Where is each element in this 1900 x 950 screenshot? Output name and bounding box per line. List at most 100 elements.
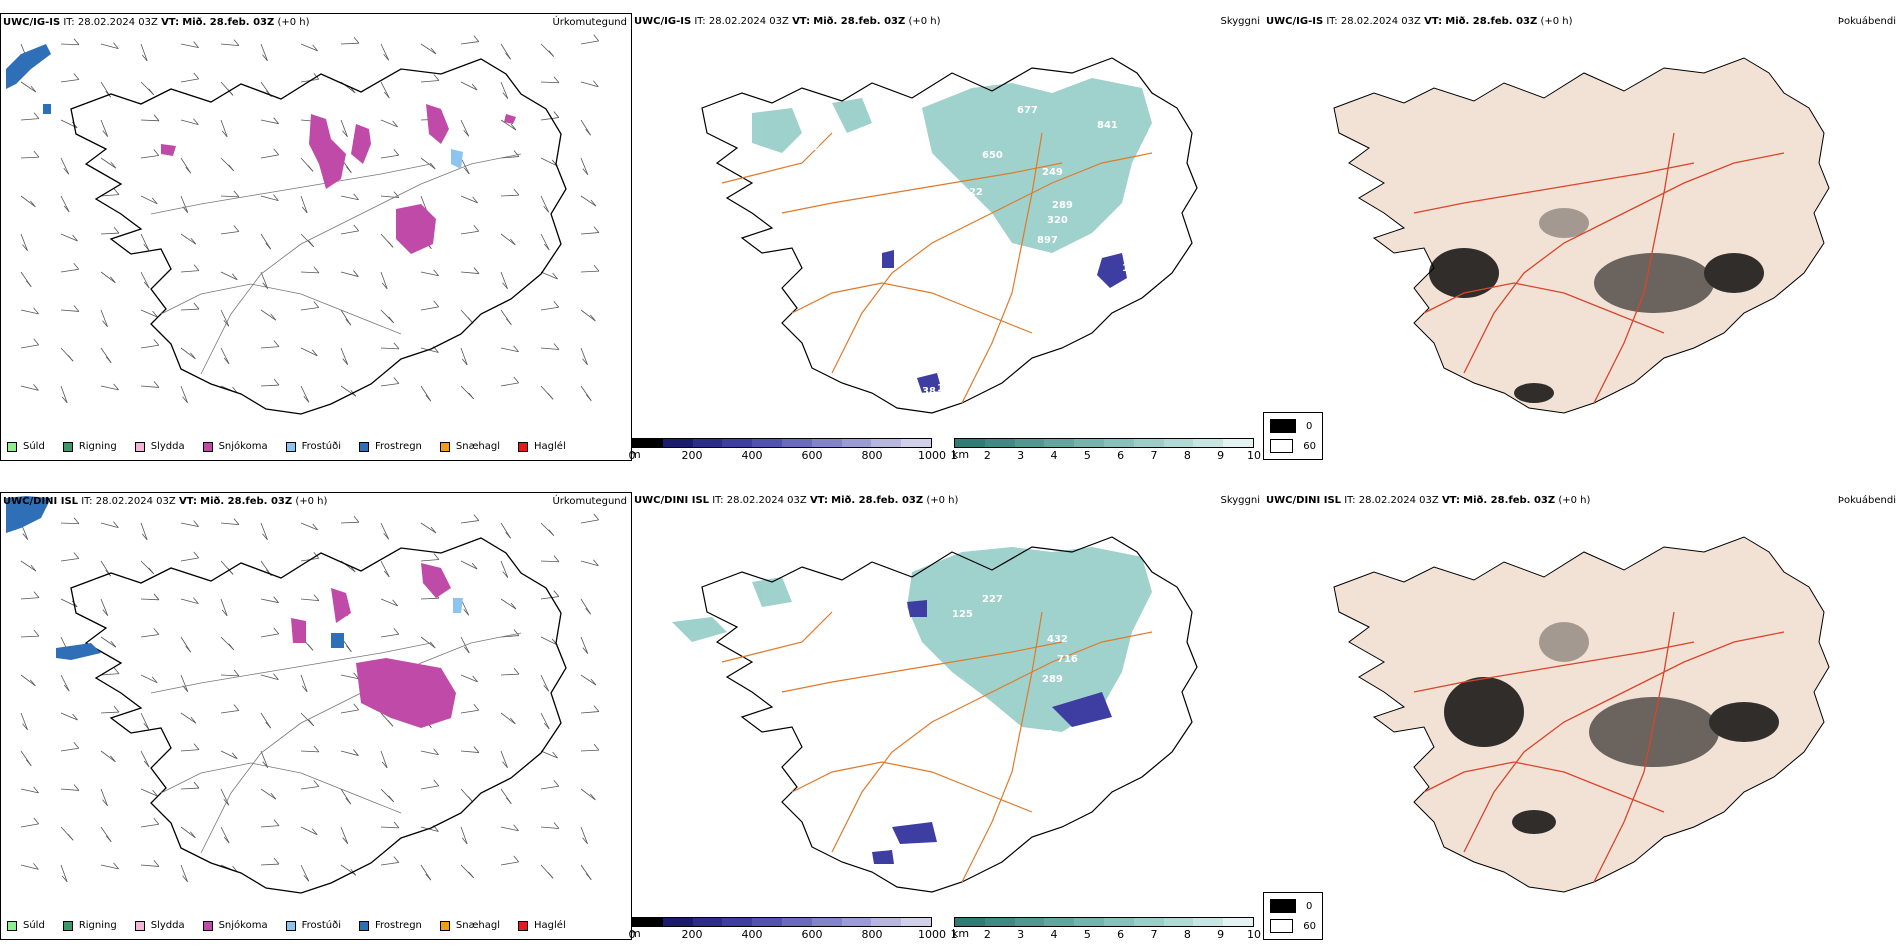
colorbar-tick: 6 xyxy=(1117,449,1125,462)
wind-barb-flag xyxy=(513,345,519,353)
wind-barb-flag xyxy=(102,799,108,807)
iceland-coastline xyxy=(701,536,1198,893)
wind-barb xyxy=(380,522,390,540)
wind-barb xyxy=(220,231,239,235)
wind-barb-flag xyxy=(262,54,268,62)
wind-barb xyxy=(60,233,78,242)
colorbar-step xyxy=(781,918,812,926)
model-name: UWC/DINI ISL xyxy=(3,496,79,507)
visibility-label: 170 xyxy=(1122,263,1143,274)
wind-barb xyxy=(500,347,519,353)
wind-barb-flag xyxy=(553,111,560,118)
legend-label: Slydda xyxy=(150,441,185,452)
visibility-label: 249 xyxy=(1042,167,1063,178)
legend-label: Frostúði xyxy=(301,920,341,931)
wind-barb-flag xyxy=(233,704,240,711)
wind-barb-flag xyxy=(73,552,80,559)
lead-time: (+0 h) xyxy=(1558,495,1591,506)
visibility-label: 897 xyxy=(1037,235,1058,246)
wind-barb-flag xyxy=(473,514,480,521)
colorbar-step xyxy=(781,439,812,447)
wind-barb xyxy=(140,598,159,601)
colorbar-step xyxy=(1193,439,1224,447)
wind-barb xyxy=(540,636,558,646)
legend-label: Slydda xyxy=(150,920,185,931)
wind-barb-flag xyxy=(593,80,599,88)
wind-barb xyxy=(540,117,559,121)
legend-item: Súld xyxy=(7,920,45,931)
wind-barb-flag xyxy=(61,396,68,404)
wind-barb xyxy=(300,674,308,693)
wind-barb xyxy=(20,81,37,93)
wind-barb-flag xyxy=(429,162,436,170)
wind-barb-flag xyxy=(227,568,234,575)
legend-label: Súld xyxy=(23,441,45,452)
wind-barb xyxy=(300,826,318,836)
wind-barb xyxy=(300,864,310,882)
legend-swatch xyxy=(518,920,529,931)
visibility-label: 107 xyxy=(937,383,958,394)
wind-barb xyxy=(340,750,359,756)
colorbar-tick: 3 xyxy=(1017,928,1025,941)
wind-barb xyxy=(20,788,39,794)
colorbar-step xyxy=(1193,918,1224,926)
scale-unit: m xyxy=(630,448,641,461)
wind-barb-flag xyxy=(505,531,511,539)
fog-legend-swatch xyxy=(1270,899,1296,913)
visibility-blue-area xyxy=(882,250,1127,393)
wind-barb xyxy=(220,598,228,617)
wind-barb-flag xyxy=(113,705,120,713)
wind-barb xyxy=(20,233,28,251)
it-value: 28.02.2024 03Z xyxy=(1340,16,1421,27)
wind-barbs xyxy=(20,34,600,404)
iceland-coastline xyxy=(70,537,567,894)
wind-barb-flag xyxy=(392,120,398,128)
fog-land xyxy=(1333,57,1830,414)
wind-barb-flag xyxy=(593,513,600,521)
panel-title: Þokuábendi xyxy=(1837,495,1896,506)
wind-barb xyxy=(580,711,599,714)
wind-barb-flag xyxy=(383,91,390,99)
it-label: IT: xyxy=(694,16,706,27)
wind-barb xyxy=(300,385,310,403)
wind-barb-flag xyxy=(433,300,440,308)
wind-barb-flag xyxy=(113,521,119,528)
wind-barb-flag xyxy=(153,593,160,601)
wind-barb-flag xyxy=(30,564,37,572)
colorbar-step xyxy=(1133,439,1164,447)
wind-barb-flag xyxy=(262,761,269,768)
colorbar-step xyxy=(901,439,931,447)
wind-barb-flag xyxy=(153,381,160,388)
wind-barb-flag xyxy=(33,591,40,598)
wind-barb-flag xyxy=(113,226,120,234)
wind-barb-flag xyxy=(143,281,150,289)
wind-barb xyxy=(260,825,279,828)
legend-swatch xyxy=(134,441,145,452)
wind-barb-flag xyxy=(193,72,200,80)
iceland-coastline xyxy=(70,58,567,415)
wind-barb-flag xyxy=(182,875,188,883)
colorbar-km xyxy=(954,917,1254,927)
freezing-precip-area xyxy=(6,44,463,169)
wind-barb xyxy=(540,195,550,213)
wind-barb-flag xyxy=(463,646,470,654)
wind-barb-flag xyxy=(543,722,550,730)
wind-barb-flag xyxy=(461,837,468,845)
wind-barb-flag xyxy=(102,320,108,328)
scale-unit: km xyxy=(952,448,970,461)
colorbar-m xyxy=(632,438,932,448)
colorbar-step xyxy=(871,439,902,447)
wind-barb xyxy=(20,385,39,391)
wind-barb-flag xyxy=(73,517,80,525)
wind-barb xyxy=(220,710,239,714)
roads xyxy=(150,632,522,854)
colorbar-tick: 0 xyxy=(628,928,636,941)
model-name: UWC/DINI ISL xyxy=(1266,495,1342,506)
wind-barb-flag xyxy=(381,282,388,290)
legend-swatch xyxy=(285,920,296,931)
legend-label: Frostregn xyxy=(375,920,422,931)
wind-barb xyxy=(220,750,238,760)
wind-barb xyxy=(580,674,597,686)
colorbar-step xyxy=(1014,439,1045,447)
wind-barb-flag xyxy=(543,685,550,692)
